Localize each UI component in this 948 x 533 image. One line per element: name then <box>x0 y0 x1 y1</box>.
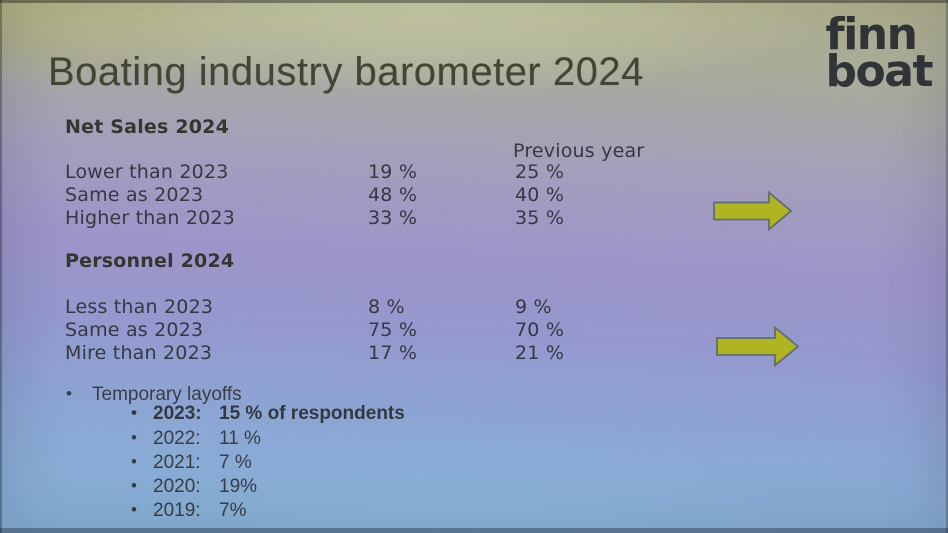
arrow-right-icon <box>713 191 793 232</box>
previous-value: 70 % <box>515 319 565 341</box>
layoffs-value: 7 % <box>219 452 252 473</box>
personnel-row: Same as 2023 75 % 70 % <box>0 319 948 342</box>
previous-value: 35 % <box>515 207 565 229</box>
row-label: Higher than 2023 <box>65 207 235 229</box>
personnel-row: Mire than 2023 17 % 21 % <box>0 342 948 365</box>
layoffs-year: 2019: <box>153 500 201 521</box>
photo-edge <box>0 528 948 533</box>
net-sales-row: Lower than 2023 19 % 25 % <box>0 161 948 184</box>
bullet-icon: • <box>131 476 137 495</box>
layoffs-item: • 2023: 15 % of respondents <box>0 403 948 427</box>
net-sales-row: Same as 2023 48 % 40 % <box>0 184 948 207</box>
current-value: 19 % <box>368 161 418 183</box>
previous-value: 21 % <box>515 342 565 364</box>
previous-value: 9 % <box>515 296 552 318</box>
bullet-icon: • <box>131 500 137 519</box>
current-value: 8 % <box>368 296 405 318</box>
bullet-icon: • <box>66 384 72 403</box>
bullet-icon: • <box>131 452 137 471</box>
logo-line-2: boat <box>825 46 934 97</box>
layoffs-item: • 2019: 7% <box>0 500 948 524</box>
current-value: 17 % <box>368 342 418 364</box>
net-sales-row: Higher than 2023 33 % 35 % <box>0 207 948 230</box>
previous-value: 25 % <box>515 161 565 183</box>
layoffs-value: 15 % of respondents <box>219 403 405 424</box>
previous-value: 40 % <box>515 184 565 206</box>
personnel-heading: Personnel 2024 <box>65 250 235 272</box>
layoffs-value: 19% <box>219 476 258 497</box>
arrow-right-icon <box>716 326 800 368</box>
slide-title: Boating industry barometer 2024 <box>48 50 644 94</box>
layoffs-item: • 2022: 11 % <box>0 428 948 452</box>
row-label: Mire than 2023 <box>65 342 213 364</box>
layoffs-item: • 2021: 7 % <box>0 452 948 476</box>
row-label: Less than 2023 <box>65 296 214 318</box>
finnboat-logo: finn boat <box>825 13 934 97</box>
layoffs-year: 2020: <box>153 476 201 497</box>
row-label: Same as 2023 <box>65 184 204 206</box>
personnel-row: Less than 2023 8 % 9 % <box>0 296 948 319</box>
photo-edge <box>0 0 948 3</box>
current-value: 48 % <box>368 184 418 206</box>
current-value: 75 % <box>368 319 418 341</box>
layoffs-value: 7% <box>219 500 247 521</box>
layoffs-year: 2022: <box>153 428 201 449</box>
layoffs-value: 11 % <box>219 428 261 449</box>
net-sales-heading: Net Sales 2024 <box>65 116 229 138</box>
layoffs-item: • 2020: 19% <box>0 476 948 500</box>
layoffs-year: 2021: <box>153 452 201 473</box>
row-label: Same as 2023 <box>65 319 204 341</box>
layoffs-year: 2023: <box>153 403 202 424</box>
row-label: Lower than 2023 <box>65 161 229 183</box>
previous-year-header: Previous year <box>513 140 645 162</box>
bullet-icon: • <box>131 428 137 447</box>
bullet-icon: • <box>131 403 137 422</box>
current-value: 33 % <box>368 207 418 229</box>
